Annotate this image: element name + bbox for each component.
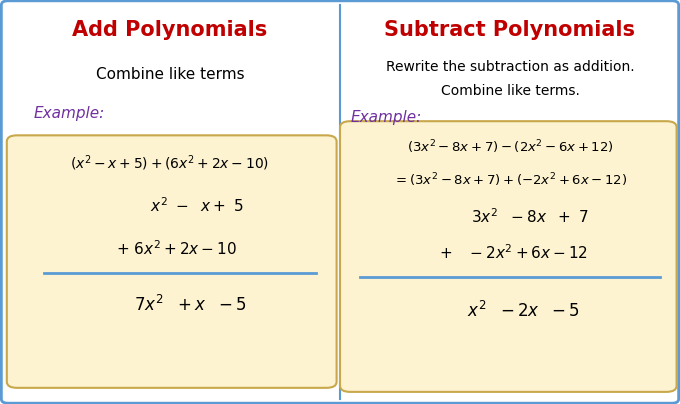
- Text: Combine like terms: Combine like terms: [96, 67, 244, 82]
- FancyBboxPatch shape: [340, 121, 677, 392]
- Text: $+\ \ \ -2x^2+6x-12$: $+\ \ \ -2x^2+6x-12$: [439, 243, 588, 262]
- Text: $3x^2\ \ -8x\ \ +\ 7$: $3x^2\ \ -8x\ \ +\ 7$: [471, 208, 590, 226]
- Text: Combine like terms.: Combine like terms.: [441, 84, 579, 98]
- FancyBboxPatch shape: [7, 135, 337, 388]
- Text: Example:: Example:: [34, 105, 105, 121]
- Text: Subtract Polynomials: Subtract Polynomials: [384, 20, 636, 40]
- Text: $x^2\ -\ \ x+\ 5$: $x^2\ -\ \ x+\ 5$: [150, 197, 244, 215]
- Text: $(x^2-x+5)+(6x^2+2x-10)$: $(x^2-x+5)+(6x^2+2x-10)$: [71, 154, 269, 173]
- Text: $7x^2\ \ +x\ \ -5$: $7x^2\ \ +x\ \ -5$: [134, 295, 247, 315]
- Text: $x^2\ \ -2x\ \ -5$: $x^2\ \ -2x\ \ -5$: [467, 301, 580, 321]
- Text: Rewrite the subtraction as addition.: Rewrite the subtraction as addition.: [386, 60, 634, 74]
- Text: $+\ 6x^2+2x-10$: $+\ 6x^2+2x-10$: [116, 239, 237, 258]
- Text: Example:: Example:: [350, 109, 422, 125]
- Text: Add Polynomials: Add Polynomials: [72, 20, 268, 40]
- Text: $(3x^2-8x+7)-(2x^2-6x+12)$: $(3x^2-8x+7)-(2x^2-6x+12)$: [407, 139, 613, 156]
- Text: $=(3x^2-8x+7)+(-2x^2+6x-12)$: $=(3x^2-8x+7)+(-2x^2+6x-12)$: [393, 171, 627, 189]
